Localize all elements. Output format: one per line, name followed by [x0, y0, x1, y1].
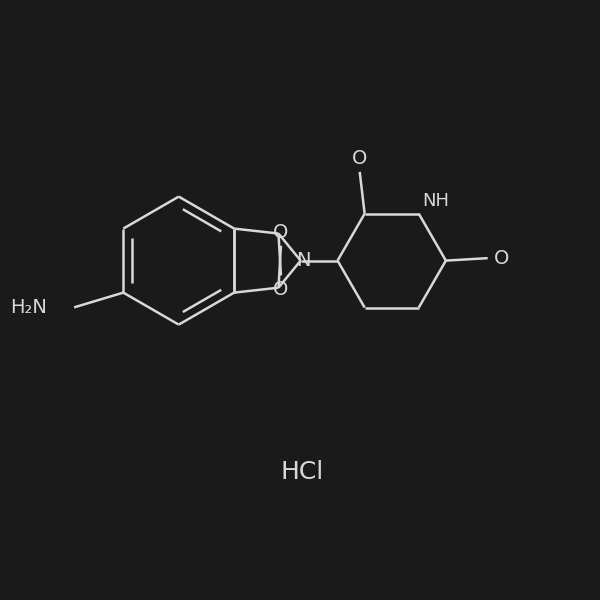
- Text: O: O: [352, 149, 367, 167]
- Text: O: O: [273, 223, 289, 242]
- Text: HCl: HCl: [280, 460, 323, 484]
- Text: O: O: [273, 280, 289, 299]
- Text: NH: NH: [422, 193, 449, 211]
- Text: O: O: [494, 248, 509, 268]
- Text: N: N: [296, 251, 310, 270]
- Text: H₂N: H₂N: [10, 298, 47, 317]
